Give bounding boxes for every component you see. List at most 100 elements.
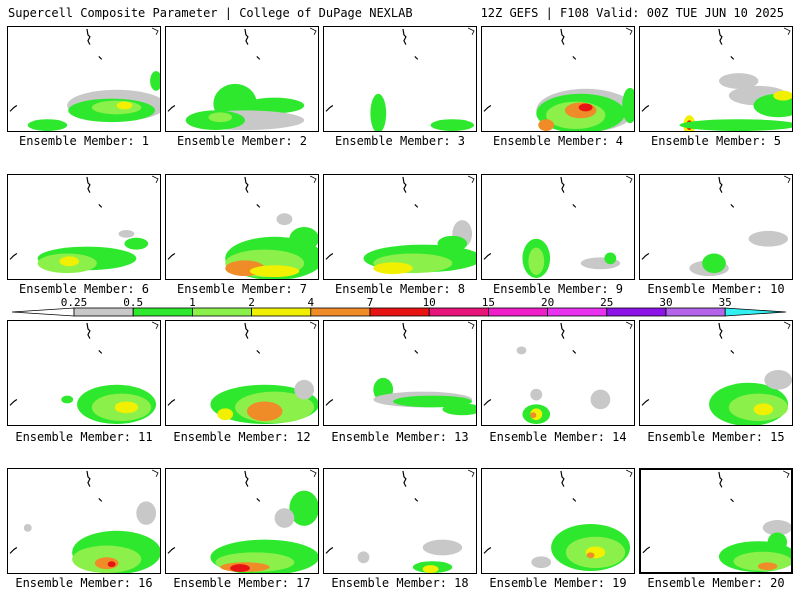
border-line (625, 27, 633, 36)
scp-map (641, 27, 792, 131)
scp-map (325, 469, 475, 573)
scp-map (167, 175, 318, 279)
legend-tick-label: 2 (248, 296, 255, 309)
ensemble-member-label: Ensemble Member: 18 (331, 576, 469, 590)
ensemble-member-panel (481, 468, 635, 574)
scp-contour-area (718, 388, 739, 401)
scp-contour-area (762, 520, 791, 536)
ensemble-member-panel (323, 320, 477, 426)
coastline (167, 322, 261, 406)
scp-contour-area (578, 103, 593, 112)
scp-map (483, 469, 633, 572)
coastline (167, 176, 261, 260)
scp-map (9, 321, 159, 425)
legend-tick-label: 25 (600, 296, 613, 309)
legend-tick-label: 20 (541, 296, 554, 309)
legend-color-swatch (428, 307, 489, 317)
scp-map (9, 27, 160, 131)
scp-contour-area (370, 93, 387, 131)
scp-contour-area (107, 561, 116, 568)
ensemble-member-label: Ensemble Member: 19 (489, 576, 627, 590)
scp-contour-area (516, 346, 527, 355)
scp-contour-area (530, 388, 543, 401)
legend-tick-label: 15 (482, 296, 495, 309)
scp-map (167, 27, 317, 131)
coastline (641, 176, 735, 260)
scp-contour-area (23, 523, 32, 532)
legend-under-arrow (11, 307, 75, 317)
scp-contour-area (118, 229, 135, 238)
scp-contour-area (246, 401, 283, 422)
scp-contour-area (586, 552, 595, 559)
coastline (9, 322, 103, 406)
scp-contour-area (373, 262, 413, 275)
ensemble-member-label: Ensemble Member: 9 (492, 282, 624, 296)
ensemble-member-panel (639, 468, 793, 574)
scp-contour-area (357, 551, 370, 564)
scp-contour-area (274, 508, 295, 528)
legend-tick-label: 0.5 (123, 296, 143, 309)
scp-contour-area (114, 401, 139, 414)
border-line (309, 27, 317, 36)
scp-map (325, 321, 476, 416)
scp-contour-area (442, 403, 476, 416)
ensemble-member-label: Ensemble Member: 2 (176, 134, 308, 148)
scp-contour-area (230, 564, 250, 573)
scp-contour-area (124, 237, 149, 250)
border-line (151, 469, 159, 478)
border-line (467, 469, 475, 478)
border-line (467, 321, 475, 330)
legend-tick-label: 0.25 (61, 296, 88, 309)
border-line (151, 321, 159, 330)
scp-contour-area (764, 370, 792, 390)
scp-contour-area (528, 247, 545, 276)
scp-contour-area (748, 230, 789, 247)
scp-contour-area (422, 539, 463, 556)
ensemble-member-label: Ensemble Member: 14 (489, 430, 627, 444)
ensemble-member-panel (639, 320, 793, 426)
coastline (483, 322, 577, 406)
scp-contour-area (249, 265, 300, 278)
border-line (309, 469, 317, 478)
scp-contour-area (437, 235, 468, 252)
legend-tick-label: 35 (719, 296, 732, 309)
coastline (9, 470, 103, 554)
scp-contour-area (531, 556, 552, 569)
scp-map (483, 321, 633, 425)
scp-map (483, 175, 633, 279)
scp-map (9, 469, 160, 573)
scp-contour-area (530, 412, 537, 419)
ensemble-member-label: Ensemble Member: 7 (176, 282, 308, 296)
scp-map (167, 321, 318, 425)
scp-contour-area (294, 379, 315, 400)
border-line (783, 470, 790, 478)
ensemble-member-label: Ensemble Member: 13 (331, 430, 469, 444)
ensemble-member-label: Ensemble Member: 15 (647, 430, 785, 444)
scp-contour-area (430, 119, 475, 131)
ensemble-member-label: Ensemble Member: 5 (650, 134, 782, 148)
border-line (467, 175, 475, 184)
coastline (167, 470, 261, 554)
coastline (167, 28, 261, 112)
ensemble-member-panel (7, 468, 161, 574)
border-line (151, 175, 159, 184)
border-line (309, 175, 317, 184)
legend-color-swatch (547, 307, 608, 317)
scp-contour-area (116, 101, 133, 110)
coastline (325, 322, 419, 406)
scp-contour-area (538, 119, 555, 131)
scp-contour-area (753, 403, 774, 416)
legend-color-swatch (487, 307, 548, 317)
coastline (641, 28, 735, 112)
scp-contour-area (773, 90, 792, 101)
scp-map (641, 175, 791, 277)
coastline (325, 470, 419, 554)
border-line (783, 27, 791, 36)
color-scale-legend: 0.25 0.5 1 2 4 7 10 15 20 25 30 35 (0, 296, 800, 320)
scp-contour-area (590, 389, 611, 410)
scp-contour-area (718, 73, 759, 89)
legend-color-swatch (132, 307, 193, 317)
scp-contour-area (679, 119, 792, 131)
ensemble-member-panel (323, 174, 477, 280)
scp-contour-area (59, 256, 80, 267)
